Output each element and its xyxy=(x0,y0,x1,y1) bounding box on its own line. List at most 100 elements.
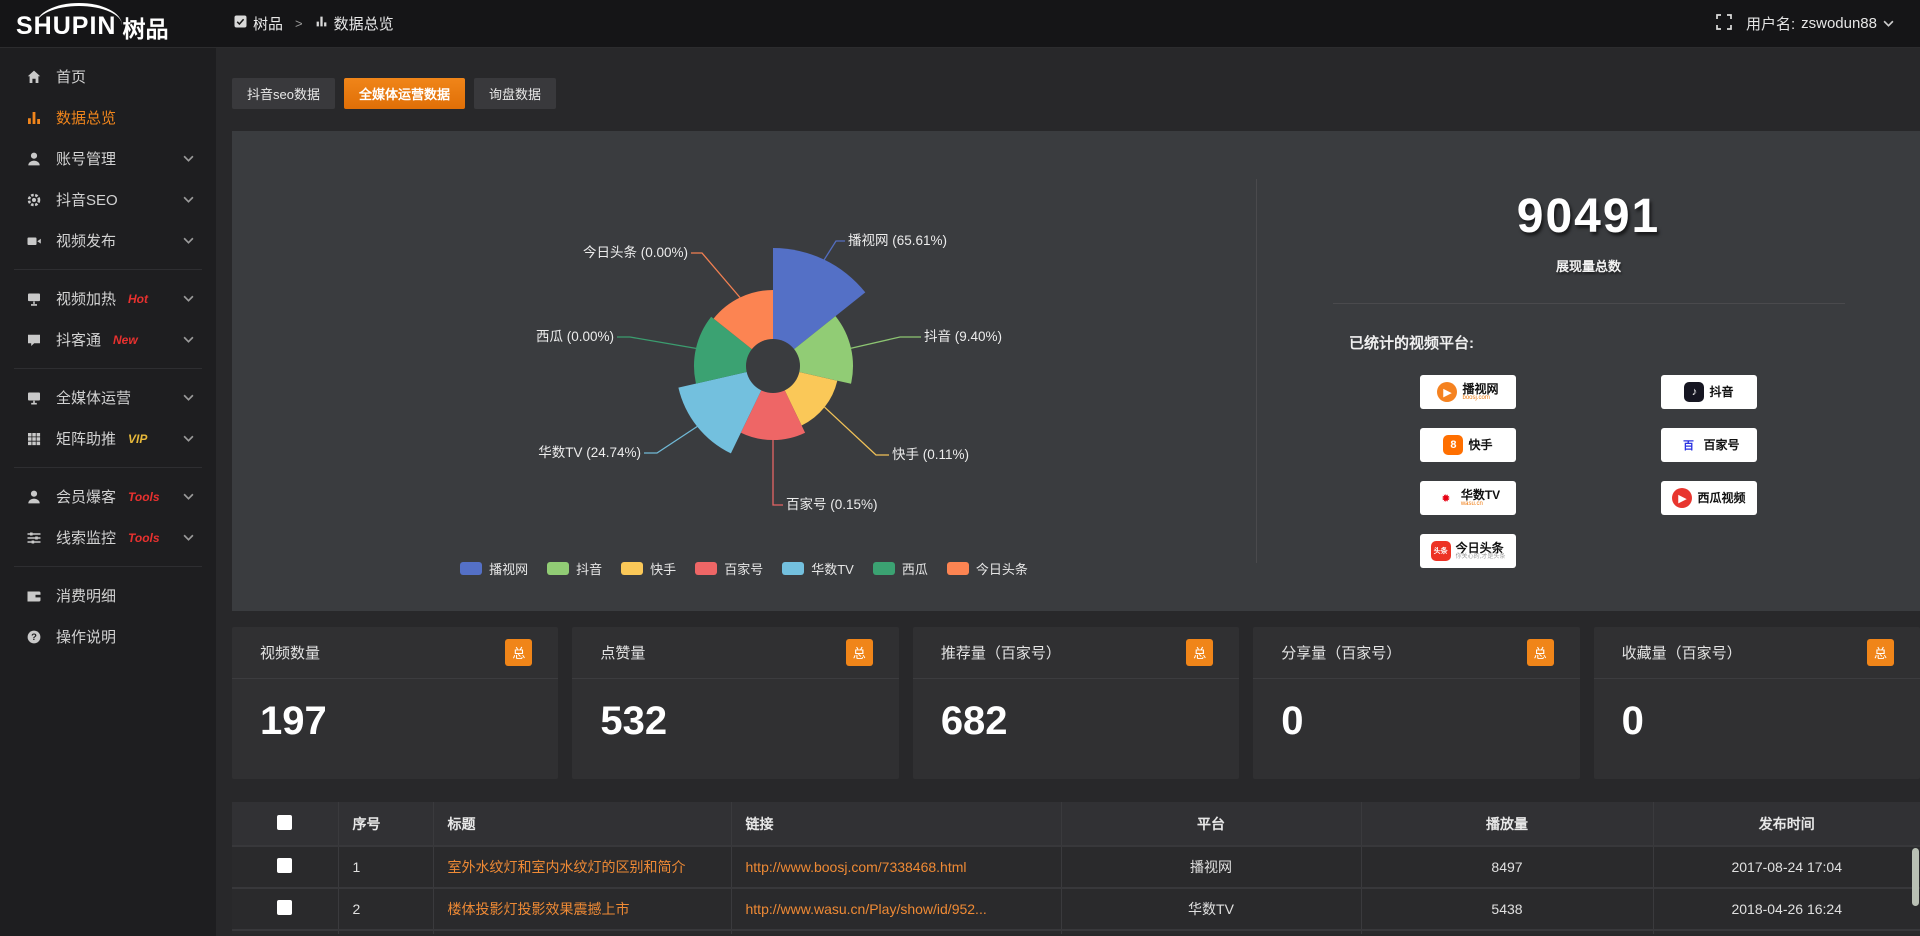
platform-badge-西瓜视频: ▶ 西瓜视频 xyxy=(1661,481,1757,515)
summary-divider xyxy=(1332,303,1845,304)
legend-label: 今日头条 xyxy=(975,562,1028,577)
sidebar-item-会员爆客[interactable]: 会员爆客 Tools xyxy=(0,476,216,517)
boosj-logo: ▶ xyxy=(1437,382,1458,402)
cell-link[interactable] xyxy=(730,930,1061,934)
stat-card-header: 分享量（百家号） 总 xyxy=(1253,627,1580,679)
monitor-icon xyxy=(26,390,42,406)
total-badge[interactable]: 总 xyxy=(1526,639,1554,666)
stat-card-header: 视频数量 总 xyxy=(232,627,559,679)
sidebar-item-抖音SEO[interactable]: 抖音SEO xyxy=(0,179,216,220)
platform-badge-label: 播视网 xyxy=(1462,381,1499,396)
sidebar-item-首页[interactable]: 首页 xyxy=(0,56,216,97)
chevron-down-icon xyxy=(183,290,194,307)
cell-platform xyxy=(1060,930,1361,934)
sidebar-item-数据总览[interactable]: 数据总览 xyxy=(0,97,216,138)
cell-num: 2 xyxy=(337,888,433,930)
sidebar-item-label: 账号管理 xyxy=(56,151,117,168)
cell-platform: 华数TV xyxy=(1060,888,1361,930)
label-line-快手 xyxy=(824,406,889,456)
chevron-down-icon xyxy=(183,150,194,167)
row-checkbox[interactable] xyxy=(277,900,293,915)
cell-link[interactable]: http://www.boosj.com/7338468.html xyxy=(730,846,1061,888)
sidebar-item-操作说明[interactable]: ? 操作说明 xyxy=(0,616,216,657)
cell-link[interactable]: http://www.wasu.cn/Play/show/id/952... xyxy=(730,888,1061,930)
tab-抖音seo数据[interactable]: 抖音seo数据 xyxy=(232,78,335,109)
chevron-down-icon xyxy=(183,529,194,546)
sidebar-item-矩阵助推[interactable]: 矩阵助推 VIP xyxy=(0,418,216,459)
pie-slice-华数TV[interactable] xyxy=(678,366,773,454)
sidebar-item-视频发布[interactable]: 视频发布 xyxy=(0,220,216,261)
videos-table-wrap: 序号 标题 链接 平台 播放量 发布时间 1 室外水纹灯和室内水纹灯的区别和简介 http:/… xyxy=(232,802,1920,934)
cell-num: 1 xyxy=(337,846,433,888)
pie-slice-百家号[interactable] xyxy=(740,366,806,441)
platforms-title: 已统计的视频平台: xyxy=(1349,335,1474,352)
bar-chart-icon xyxy=(315,15,328,32)
sidebar-item-消费明细[interactable]: 消费明细 xyxy=(0,575,216,616)
tab-全媒体运营数据[interactable]: 全媒体运营数据 xyxy=(343,78,465,109)
pie-label-抖音: 抖音 (9.40%) xyxy=(924,328,1002,344)
breadcrumb-label: 数据总览 xyxy=(333,16,394,33)
sidebar-item-线索监控[interactable]: 线索监控 Tools xyxy=(0,517,216,558)
total-impressions-label: 展现量总数 xyxy=(1555,259,1621,274)
app-logo[interactable]: SHUPIN 树品 xyxy=(0,0,216,48)
legend-item-抖音[interactable]: 抖音 xyxy=(547,559,602,578)
stat-card-title: 点赞量 xyxy=(600,645,646,662)
legend-item-百家号[interactable]: 百家号 xyxy=(695,559,763,578)
tab-询盘数据[interactable]: 询盘数据 xyxy=(473,78,556,109)
sidebar-item-账号管理[interactable]: 账号管理 xyxy=(0,138,216,179)
topbar: SHUPIN 树品 树品 > 数据总览 用户名: zswodun88 xyxy=(0,0,1920,48)
legend-item-播视网[interactable]: 播视网 xyxy=(460,559,528,578)
select-all-checkbox[interactable] xyxy=(277,814,293,830)
cell-title[interactable] xyxy=(432,930,731,934)
breadcrumb-item-current[interactable]: 数据总览 xyxy=(315,13,394,34)
legend-item-快手[interactable]: 快手 xyxy=(621,559,676,578)
sidebar-item-tag: New xyxy=(113,332,138,347)
stat-card-视频数量: 视频数量 总 197 xyxy=(232,627,559,779)
pie-label-华数TV: 华数TV (24.74%) xyxy=(538,445,641,460)
total-badge[interactable]: 总 xyxy=(845,639,873,666)
rose-pie-chart: 播视网 (65.61%) 抖音 (9.40%) 快手 (0.11%) 百家号 (0.1… xyxy=(232,131,1256,611)
legend-item-西瓜[interactable]: 西瓜 xyxy=(872,559,928,578)
stat-card-title: 视频数量 xyxy=(260,645,321,662)
stat-card-推荐量（百家号）: 推荐量（百家号） 总 682 xyxy=(912,627,1240,779)
legend-label: 西瓜 xyxy=(901,562,928,577)
sidebar-item-抖客通[interactable]: 抖客通 New xyxy=(0,319,216,360)
chevron-down-icon xyxy=(183,488,194,505)
douyin-logo: ♪ xyxy=(1684,382,1705,402)
pie-slice-播视网[interactable] xyxy=(773,247,866,366)
cell-title[interactable]: 楼体投影灯投影效果震撼上市 xyxy=(432,888,731,930)
sidebar-item-全媒体运营[interactable]: 全媒体运营 xyxy=(0,377,216,418)
user-menu[interactable]: 用户名: zswodun88 xyxy=(1746,13,1894,34)
breadcrumb-item-home[interactable]: 树品 xyxy=(234,13,283,34)
user-icon xyxy=(26,151,42,167)
legend-label: 快手 xyxy=(650,562,677,577)
cell-title[interactable]: 室外水纹灯和室内水纹灯的区别和简介 xyxy=(432,846,731,888)
chevron-down-icon xyxy=(183,232,194,249)
sidebar-divider xyxy=(14,368,202,369)
legend-item-今日头条[interactable]: 今日头条 xyxy=(946,559,1028,578)
platform-badge-label: 今日头条 xyxy=(1455,540,1504,555)
legend-label: 播视网 xyxy=(489,562,529,577)
chevron-down-icon xyxy=(183,430,194,447)
total-badge[interactable]: 总 xyxy=(1867,639,1895,666)
sidebar-item-label: 全媒体运营 xyxy=(56,390,132,407)
legend-item-华数TV[interactable]: 华数TV xyxy=(782,559,854,578)
legend-swatch xyxy=(695,562,718,575)
platform-badge-subtext: wasu.cn xyxy=(1460,501,1483,508)
xigua-logo: ▶ xyxy=(1672,488,1693,508)
fullscreen-icon[interactable] xyxy=(1716,13,1732,34)
sidebar-item-视频加热[interactable]: 视频加热 Hot xyxy=(0,278,216,319)
chat-icon xyxy=(26,332,42,348)
topbar-right: 用户名: zswodun88 xyxy=(1716,13,1920,34)
wasu-logo: ✹ xyxy=(1435,488,1456,508)
scrollbar-thumb[interactable] xyxy=(1912,848,1919,906)
grid-icon xyxy=(26,431,42,447)
panel-divider xyxy=(1256,179,1257,563)
cell-plays xyxy=(1360,930,1653,934)
heat-icon xyxy=(26,291,42,307)
sidebar-item-label: 会员爆客 xyxy=(56,489,117,506)
total-badge[interactable]: 总 xyxy=(505,639,533,666)
total-badge[interactable]: 总 xyxy=(1186,639,1214,666)
overview-panel: 播视网 (65.61%) 抖音 (9.40%) 快手 (0.11%) 百家号 (0.1… xyxy=(232,131,1920,611)
row-checkbox[interactable] xyxy=(277,858,293,873)
